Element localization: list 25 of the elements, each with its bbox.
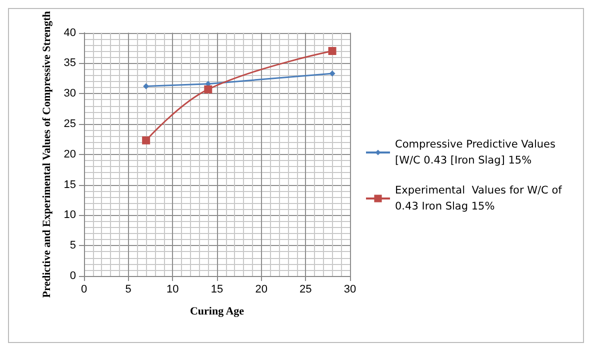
x-tick-label: 15 bbox=[210, 284, 224, 296]
y-tick-label: 15 bbox=[64, 178, 76, 191]
y-tick-label: 0 bbox=[70, 270, 76, 282]
x-tick-label: 30 bbox=[344, 284, 356, 296]
x-tick-label: 5 bbox=[125, 284, 132, 296]
point bbox=[204, 85, 212, 94]
x-tick-label: 0 bbox=[80, 284, 88, 296]
y-tick-label: 35 bbox=[64, 57, 76, 70]
point bbox=[142, 136, 150, 144]
y-axis-title: Predictive and Experimental Values of Compressive Strength bbox=[41, 11, 53, 298]
x-tick-label: 25 bbox=[300, 284, 312, 296]
y-tick-label: 20 bbox=[64, 148, 76, 160]
y-tick-label: 40 bbox=[64, 26, 76, 39]
legend-label: Experimental Values for W/C of 0.43 Iron Slag 15% bbox=[395, 184, 566, 212]
point bbox=[328, 47, 336, 56]
point bbox=[143, 83, 150, 90]
x-tick-label: 10 bbox=[166, 284, 179, 296]
y-tick-label: 30 bbox=[64, 88, 76, 100]
point bbox=[329, 70, 336, 77]
y-tick-label: 25 bbox=[64, 118, 76, 130]
y-tick-label: 5 bbox=[70, 240, 76, 252]
legend-label: Compressive Predictive Values [W/C 0.43 [Iron Slag] 15% bbox=[395, 138, 559, 166]
x-tick-label: 20 bbox=[255, 284, 268, 296]
y-tick-label: 10 bbox=[64, 209, 76, 222]
x-axis-title: Curing Age bbox=[190, 306, 244, 318]
